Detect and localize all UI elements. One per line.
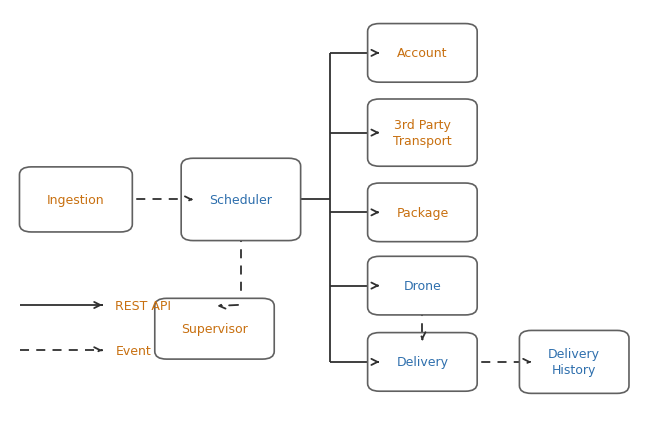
FancyBboxPatch shape [519, 331, 629, 393]
Text: Event: Event [115, 344, 151, 357]
FancyBboxPatch shape [368, 184, 477, 242]
FancyBboxPatch shape [368, 25, 477, 83]
FancyBboxPatch shape [368, 333, 477, 391]
Text: 3rd Party
Transport: 3rd Party Transport [393, 119, 451, 148]
FancyBboxPatch shape [368, 257, 477, 315]
Text: Delivery
History: Delivery History [548, 347, 600, 377]
FancyBboxPatch shape [181, 159, 301, 241]
Text: REST API: REST API [115, 299, 172, 312]
FancyBboxPatch shape [154, 298, 274, 359]
Text: Scheduler: Scheduler [209, 194, 273, 206]
Text: Package: Package [396, 206, 449, 219]
FancyBboxPatch shape [368, 100, 477, 167]
Text: Delivery: Delivery [397, 356, 448, 369]
Text: Supervisor: Supervisor [181, 322, 248, 335]
Text: Account: Account [397, 47, 447, 60]
FancyBboxPatch shape [20, 167, 132, 232]
Text: Drone: Drone [403, 280, 442, 292]
Text: Ingestion: Ingestion [47, 194, 105, 206]
